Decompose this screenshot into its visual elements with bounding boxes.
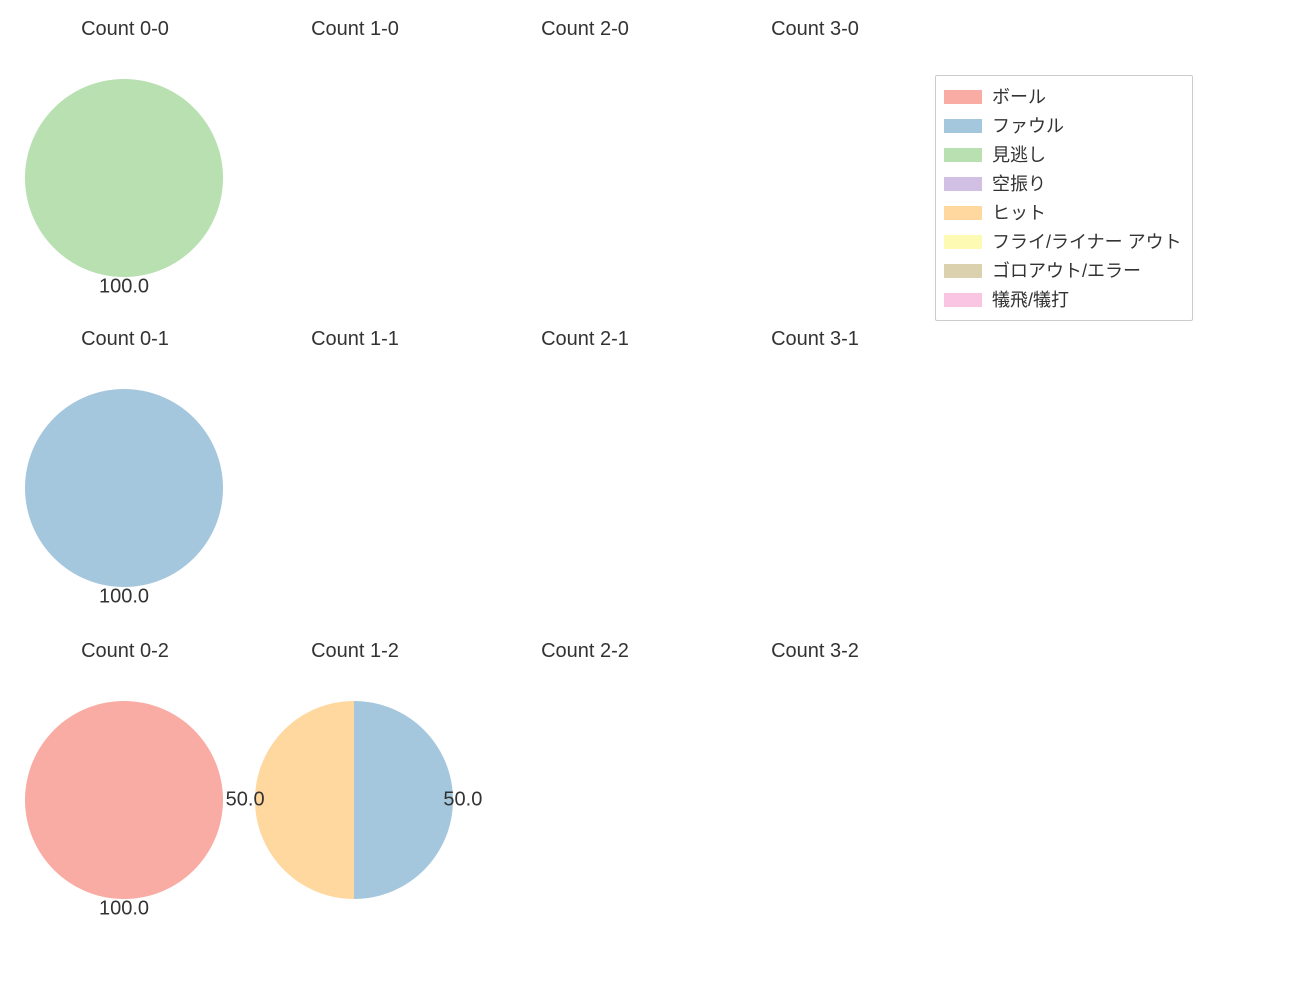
pie-chart: 100.0	[25, 389, 223, 587]
panel-count-3-0: Count 3-0	[710, 18, 920, 318]
panel-count-1-2: Count 1-2 50.050.0	[250, 640, 460, 940]
legend-label: 見逃し	[992, 146, 1046, 164]
panel-title: Count 0-0	[20, 18, 230, 41]
legend-label: ゴロアウト/エラー	[992, 262, 1141, 280]
pie-value-label: 100.0	[99, 275, 149, 298]
legend-item-ball: ボール	[944, 82, 1182, 111]
pie-chart: 100.0	[25, 79, 223, 277]
panel-title: Count 1-0	[250, 18, 460, 41]
panel-title: Count 2-0	[480, 18, 690, 41]
panel-title: Count 3-1	[710, 328, 920, 351]
legend-swatch	[944, 148, 982, 162]
legend-swatch	[944, 119, 982, 133]
pie-chart: 100.0	[25, 701, 223, 899]
panel-count-3-1: Count 3-1	[710, 328, 920, 628]
panel-title: Count 1-2	[250, 640, 460, 663]
panel-count-0-1: Count 0-1 100.0	[20, 328, 230, 628]
legend-label: ヒット	[992, 204, 1046, 222]
legend-item-miss_swing: 見逃し	[944, 140, 1182, 169]
panel-title: Count 0-1	[20, 328, 230, 351]
panel-count-3-2: Count 3-2	[710, 640, 920, 940]
legend-label: ボール	[992, 88, 1046, 106]
panel-count-2-0: Count 2-0	[480, 18, 690, 318]
pie-value-label: 50.0	[226, 789, 265, 812]
legend-swatch	[944, 235, 982, 249]
panel-count-0-2: Count 0-2 100.0	[20, 640, 230, 940]
legend-item-foul: ファウル	[944, 111, 1182, 140]
panel-title: Count 2-1	[480, 328, 690, 351]
legend-label: ファウル	[992, 117, 1064, 135]
legend-label: 犠飛/犠打	[992, 291, 1069, 309]
panel-count-1-1: Count 1-1	[250, 328, 460, 628]
legend-item-fly_liner: フライ/ライナー アウト	[944, 227, 1182, 256]
legend-item-hit: ヒット	[944, 198, 1182, 227]
panel-count-0-0: Count 0-0 100.0	[20, 18, 230, 318]
legend-label: 空振り	[992, 175, 1046, 193]
pie-value-label: 50.0	[443, 789, 482, 812]
panel-title: Count 3-2	[710, 640, 920, 663]
panel-count-1-0: Count 1-0	[250, 18, 460, 318]
panel-count-2-2: Count 2-2	[480, 640, 690, 940]
pie-value-label: 100.0	[99, 897, 149, 920]
panel-title: Count 0-2	[20, 640, 230, 663]
legend-item-swing_miss: 空振り	[944, 169, 1182, 198]
panel-count-2-1: Count 2-1	[480, 328, 690, 628]
legend-swatch	[944, 177, 982, 191]
legend-swatch	[944, 264, 982, 278]
legend-swatch	[944, 206, 982, 220]
panel-title: Count 2-2	[480, 640, 690, 663]
legend-item-sac: 犠飛/犠打	[944, 285, 1182, 314]
legend-swatch	[944, 293, 982, 307]
panel-title: Count 1-1	[250, 328, 460, 351]
legend-swatch	[944, 90, 982, 104]
pie-value-label: 100.0	[99, 585, 149, 608]
legend: ボールファウル見逃し空振りヒットフライ/ライナー アウトゴロアウト/エラー犠飛/…	[935, 75, 1193, 321]
legend-label: フライ/ライナー アウト	[992, 233, 1182, 251]
panel-title: Count 3-0	[710, 18, 920, 41]
pitch-count-pie-grid: Count 0-0 100.0 Count 1-0 Count 2-0 Count 3-…	[0, 0, 1300, 1000]
pie-chart: 50.050.0	[255, 701, 453, 899]
legend-item-ground_err: ゴロアウト/エラー	[944, 256, 1182, 285]
